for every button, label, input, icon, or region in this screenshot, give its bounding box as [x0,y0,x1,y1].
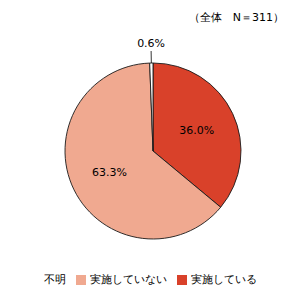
svg-text:36.0%: 36.0% [179,124,214,137]
html-text:実施していない: 実施していない [89,273,167,286]
svg-text:0.6%: 0.6% [137,37,165,50]
svg-text:63.3%: 63.3% [92,166,127,179]
html-text:実施している: 実施している [190,273,257,286]
html-text:不明: 不明 [43,273,66,286]
html-text:（全体 N＝311）: （全体 N＝311） [188,11,284,24]
